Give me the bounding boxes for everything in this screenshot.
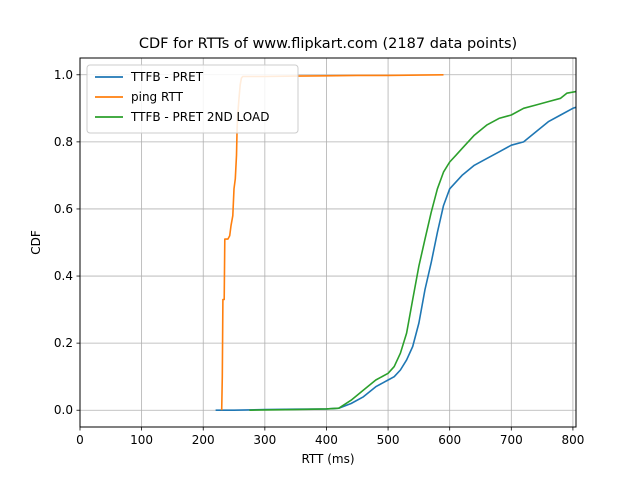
x-tick-label: 300	[253, 433, 276, 447]
x-tick-label: 800	[561, 433, 584, 447]
legend-entry: ping RTT	[131, 90, 184, 104]
grid-lines	[79, 58, 576, 427]
x-tick-label: 200	[192, 433, 215, 447]
x-tick-label: 500	[377, 433, 400, 447]
legend-entry: TTFB - PRET	[130, 70, 204, 84]
x-tick-label: 400	[315, 433, 338, 447]
x-tick-label: 0	[76, 433, 84, 447]
legend: TTFB - PRET ping RTT TTFB - PRET 2ND LOAD	[86, 64, 299, 134]
series-line-2	[249, 90, 576, 411]
x-tick-label: 700	[500, 433, 523, 447]
y-tick-label: 0.8	[54, 135, 73, 149]
y-tick-label: 0.6	[54, 202, 73, 216]
y-axis-label: CDF	[29, 230, 43, 255]
y-tick-label: 0.2	[54, 336, 73, 350]
axis-ticks: 0 100 200 300 400 500 600 700 800 0.0 0.2 0.4 0.6 0.8…	[54, 68, 584, 447]
legend-box	[86, 64, 299, 134]
y-tick-label: 0.0	[54, 403, 73, 417]
y-tick-label: 1.0	[54, 68, 73, 82]
legend-entry: TTFB - PRET 2ND LOAD	[130, 110, 269, 124]
chart-title: CDF for RTTs of www.flipkart.com (2187 d…	[139, 36, 517, 52]
plot-frame	[79, 57, 577, 428]
x-axis-label: RTT (ms)	[301, 452, 354, 466]
x-tick-label: 100	[130, 433, 153, 447]
x-tick-label: 600	[438, 433, 461, 447]
y-tick-label: 0.4	[54, 269, 73, 283]
